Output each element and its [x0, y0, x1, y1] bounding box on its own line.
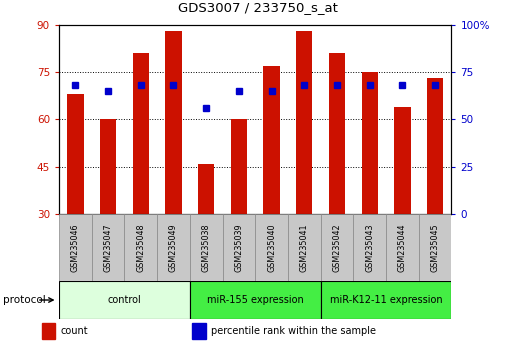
Text: GSM235039: GSM235039 — [234, 223, 243, 272]
Bar — [132, 53, 149, 214]
Text: GSM235048: GSM235048 — [136, 223, 145, 272]
Text: GSM235049: GSM235049 — [169, 223, 178, 272]
Text: GSM235046: GSM235046 — [71, 223, 80, 272]
Text: percentile rank within the sample: percentile rank within the sample — [211, 326, 376, 336]
Bar — [223, 214, 255, 281]
Text: GSM235043: GSM235043 — [365, 223, 374, 272]
Text: GSM235044: GSM235044 — [398, 223, 407, 272]
Text: GSM235042: GSM235042 — [332, 223, 342, 272]
Bar — [92, 214, 125, 281]
Bar — [59, 214, 92, 281]
Bar — [288, 214, 321, 281]
Text: count: count — [61, 326, 88, 336]
Bar — [124, 214, 157, 281]
Text: GSM235041: GSM235041 — [300, 223, 309, 272]
Text: miR-K12-11 expression: miR-K12-11 expression — [330, 295, 442, 305]
Bar — [321, 281, 451, 319]
Bar — [42, 324, 55, 339]
Text: miR-155 expression: miR-155 expression — [207, 295, 304, 305]
Bar — [427, 79, 443, 214]
Bar — [59, 281, 190, 319]
Text: GDS3007 / 233750_s_at: GDS3007 / 233750_s_at — [178, 1, 338, 14]
Bar — [329, 53, 345, 214]
Bar — [386, 214, 419, 281]
Bar — [255, 214, 288, 281]
Text: GSM235040: GSM235040 — [267, 223, 276, 272]
Bar — [321, 214, 353, 281]
Text: GSM235045: GSM235045 — [430, 223, 440, 272]
Bar — [100, 119, 116, 214]
Bar — [419, 214, 451, 281]
Bar — [263, 66, 280, 214]
Bar — [296, 31, 312, 214]
Bar — [190, 281, 321, 319]
Text: control: control — [108, 295, 141, 305]
Text: GSM235038: GSM235038 — [202, 223, 211, 272]
Bar — [165, 31, 182, 214]
Text: GSM235047: GSM235047 — [104, 223, 112, 272]
Bar — [67, 94, 84, 214]
Bar — [231, 119, 247, 214]
Bar — [190, 214, 223, 281]
Text: protocol: protocol — [3, 295, 45, 305]
Bar — [362, 72, 378, 214]
Bar — [198, 164, 214, 214]
Bar — [192, 324, 206, 339]
Bar — [353, 214, 386, 281]
Bar — [394, 107, 410, 214]
Bar — [157, 214, 190, 281]
